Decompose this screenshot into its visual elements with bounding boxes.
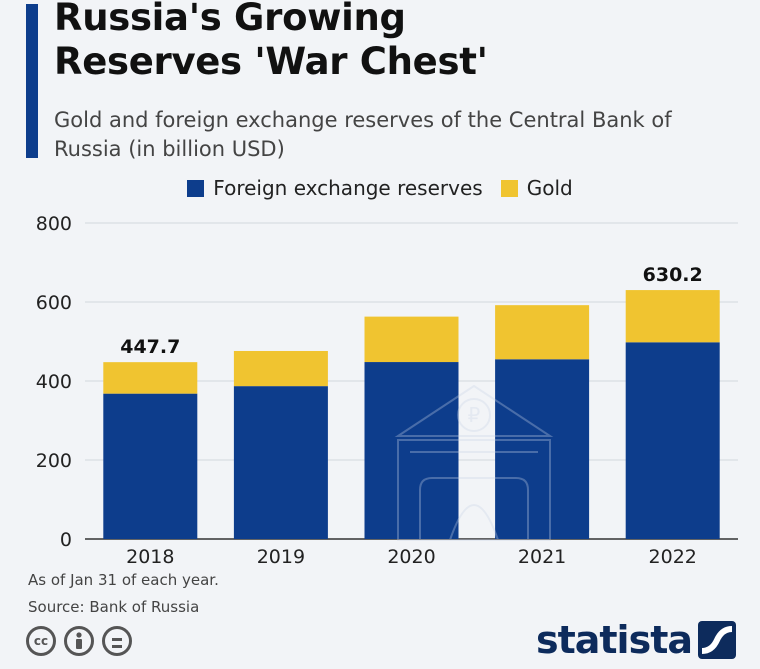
bar-gold-2019[interactable] bbox=[233, 350, 328, 387]
legend-item-fx: Foreign exchange reserves bbox=[187, 176, 483, 200]
legend-label-fx: Foreign exchange reserves bbox=[213, 176, 483, 200]
brand-name: statista bbox=[535, 618, 693, 662]
chart-subtitle: Gold and foreign exchange reserves of th… bbox=[54, 108, 672, 161]
x-tick-label: 2018 bbox=[126, 546, 174, 568]
title-accent-bar bbox=[26, 4, 38, 158]
no-derivatives-icon[interactable] bbox=[102, 626, 132, 656]
x-tick-label: 2021 bbox=[518, 546, 566, 568]
source-note: Source: Bank of Russia bbox=[28, 598, 200, 616]
axes: 0 200 400 600 800 2018 2019 2020 2021 2022 bbox=[36, 213, 697, 568]
x-tick-label: 2022 bbox=[649, 546, 697, 568]
legend-label-gold: Gold bbox=[526, 176, 573, 200]
ruble-bank-watermark-icon: ₽ bbox=[394, 384, 554, 541]
legend-item-gold: Gold bbox=[500, 176, 573, 200]
bar-fx-2021[interactable] bbox=[495, 359, 590, 539]
y-tick-label: 400 bbox=[36, 371, 72, 393]
svg-text:₽: ₽ bbox=[468, 403, 481, 427]
bars bbox=[103, 290, 720, 539]
legend-swatch-gold bbox=[500, 179, 518, 197]
data-label-2022: 630.2 bbox=[643, 264, 703, 286]
bar-fx-2019[interactable] bbox=[233, 386, 328, 539]
x-tick-label: 2020 bbox=[387, 546, 435, 568]
data-label-2018: 447.7 bbox=[120, 336, 180, 358]
bar-gold-2018[interactable] bbox=[103, 362, 198, 394]
bar-gold-2021[interactable] bbox=[495, 305, 590, 360]
bar-gold-2022[interactable] bbox=[625, 290, 720, 343]
y-tick-label: 200 bbox=[36, 450, 72, 472]
x-tick-label: 2019 bbox=[257, 546, 305, 568]
bar-gold-2020[interactable] bbox=[364, 316, 459, 363]
bar-fx-2022[interactable] bbox=[625, 342, 720, 539]
footnote: As of Jan 31 of each year. bbox=[28, 571, 219, 589]
statista-brand[interactable]: statista bbox=[536, 618, 736, 662]
creative-commons-icon[interactable]: cc bbox=[26, 626, 56, 656]
data-labels: 447.7 630.2 bbox=[120, 264, 703, 358]
y-tick-label: 600 bbox=[36, 292, 72, 314]
bar-fx-2020[interactable] bbox=[364, 362, 459, 539]
y-tick-label: 0 bbox=[60, 529, 72, 551]
license-icons: cc bbox=[26, 626, 140, 656]
attribution-icon[interactable] bbox=[64, 626, 94, 656]
y-tick-label: 800 bbox=[36, 213, 72, 235]
statista-logo-icon bbox=[698, 621, 736, 659]
legend-swatch-fx bbox=[187, 179, 205, 197]
legend: Foreign exchange reserves Gold bbox=[0, 176, 760, 200]
chart-title: Russia's Growing Reserves 'War Chest' bbox=[54, 0, 488, 83]
bar-fx-2018[interactable] bbox=[103, 393, 198, 539]
